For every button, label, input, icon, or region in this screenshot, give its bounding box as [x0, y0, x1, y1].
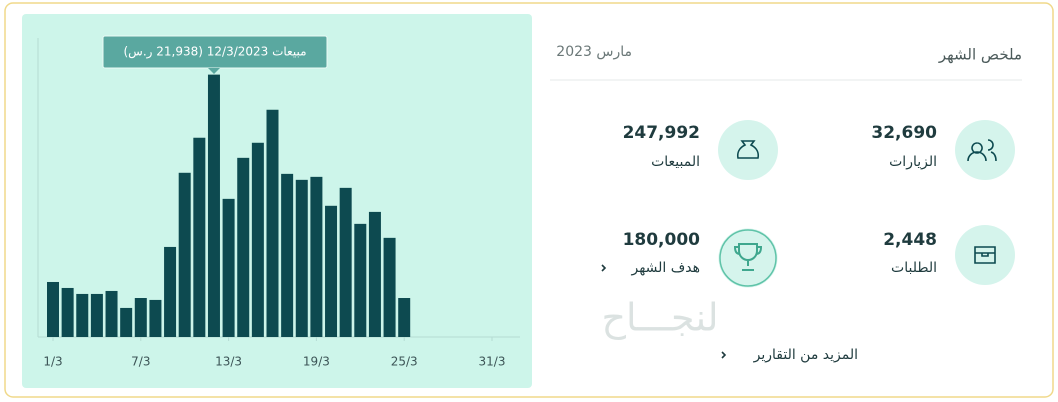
bar — [193, 137, 206, 337]
visits-icon — [955, 120, 1015, 180]
bar — [339, 187, 352, 337]
bar — [295, 179, 308, 337]
bar — [266, 109, 279, 337]
x-tick-label: 7/3 — [131, 355, 150, 369]
stat-value: 32,690 — [871, 123, 937, 143]
bar — [222, 198, 235, 337]
stat-label: الزيارات — [889, 154, 937, 170]
bar — [120, 307, 133, 337]
goal-icon — [715, 225, 781, 291]
x-tick-label: 1/3 — [43, 355, 62, 369]
bar — [164, 246, 177, 337]
stat-value: 247,992 — [623, 123, 700, 143]
stat-value: 180,000 — [623, 230, 701, 250]
tooltip-pointer — [208, 68, 220, 74]
x-tick-label: 31/3 — [479, 355, 506, 369]
bar — [325, 205, 338, 337]
bar — [398, 298, 411, 337]
goal-link[interactable]: هدف الشهر — [630, 260, 700, 276]
visits-glyph — [967, 139, 997, 162]
summary-period: مارس 2023 — [556, 44, 632, 60]
bar — [47, 281, 59, 337]
tooltip-text: مبيعات 12/3/2023 (21,938 ر.س) — [123, 45, 306, 60]
sales-glyph — [736, 140, 760, 159]
bar — [61, 287, 74, 337]
orders-glyph — [974, 246, 996, 264]
goal-glyph — [733, 243, 763, 271]
bar — [368, 211, 381, 337]
sales-icon — [718, 120, 778, 180]
chevron — [601, 264, 607, 272]
bar — [354, 223, 367, 337]
bar — [76, 293, 89, 337]
bar — [149, 299, 162, 337]
bar — [105, 290, 118, 337]
stat-label: الطلبات — [891, 260, 937, 276]
x-tick-label: 19/3 — [303, 355, 330, 369]
stat-value: 2,448 — [883, 230, 937, 250]
bar — [134, 298, 147, 337]
chevron — [721, 351, 727, 359]
more-reports-link[interactable]: المزيد من التقارير — [753, 347, 858, 363]
bar — [281, 173, 294, 337]
goal-ring — [719, 229, 777, 287]
bar — [251, 142, 264, 337]
bar — [383, 237, 396, 337]
bar — [237, 157, 250, 337]
orders-icon — [955, 225, 1015, 285]
bar — [90, 293, 103, 337]
bar — [310, 176, 323, 337]
bar — [207, 74, 220, 337]
summary-title: ملخص الشهر — [938, 46, 1022, 64]
x-tick-label: 13/3 — [215, 355, 242, 369]
x-tick-label: 25/3 — [391, 355, 418, 369]
stat-label: المبيعات — [651, 154, 700, 170]
bar — [178, 172, 191, 337]
stat-icons — [715, 120, 1015, 291]
watermark: لنجـــاح — [601, 296, 718, 340]
